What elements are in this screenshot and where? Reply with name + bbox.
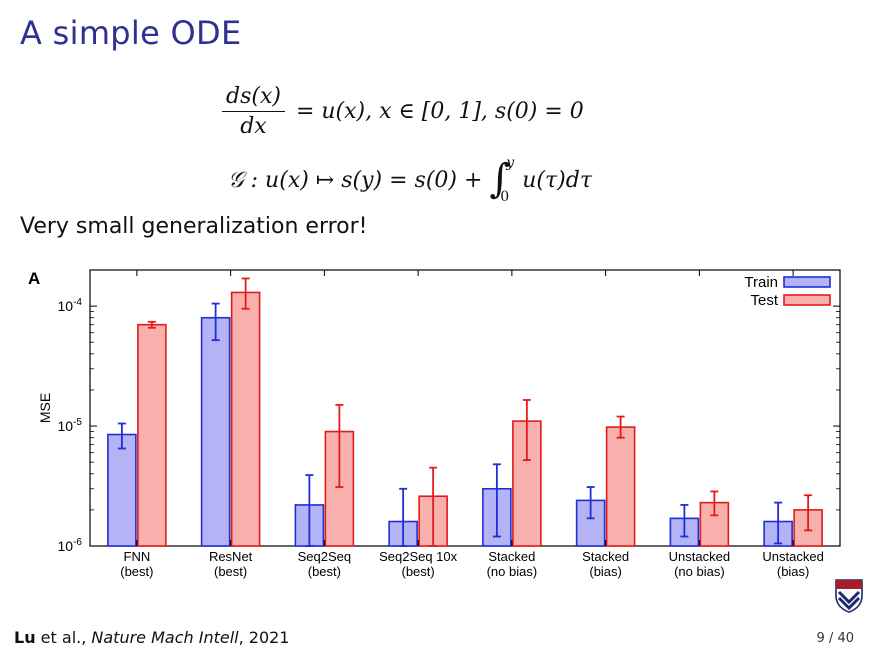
citation-year: , 2021 [238, 628, 290, 647]
page-number: 9 / 40 [816, 631, 854, 646]
equation-ode: ds(x) dx = u(x), x ∈ [0, 1], s(0) = 0 [222, 84, 584, 139]
plot-frame [89, 269, 841, 547]
legend-swatch-test [783, 294, 831, 306]
x-tick-sublabel: (bias) [589, 564, 622, 579]
bar-train [107, 433, 137, 547]
bar-test [230, 291, 261, 547]
x-tick-sublabel: (best) [120, 564, 153, 579]
x-tick-sublabel: (no bias) [487, 564, 538, 579]
x-tick-sublabel: (no bias) [674, 564, 725, 579]
y-axis-label: MSE [37, 393, 53, 423]
legend-label-test: Test [750, 292, 778, 309]
derivative-fraction: ds(x) dx [222, 84, 285, 139]
panel-label: A [28, 269, 40, 288]
equation-operator: 𝒢 : u(x) ↦ s(y) = s(0) + ∫ y 0 u(τ)dτ [228, 155, 593, 205]
x-tick-label: Stacked [488, 549, 535, 564]
fraction-numerator: ds(x) [222, 84, 285, 112]
citation-author: Lu [14, 628, 36, 647]
integral-lower: 0 [500, 189, 510, 205]
x-tick-label: Unstacked [762, 549, 823, 564]
x-tick-label: Seq2Seq 10x [379, 549, 458, 564]
x-tick-label: FNN [124, 549, 151, 564]
x-tick-label: Seq2Seq [298, 549, 352, 564]
bar-test [605, 426, 636, 547]
fraction-denominator: dx [240, 114, 267, 139]
operator-lhs: 𝒢 : u(x) ↦ s(y) = s(0) + [228, 168, 490, 193]
citation: Lu et al., Nature Mach Intell, 2021 [14, 628, 289, 647]
x-tick-label: ResNet [209, 549, 253, 564]
bar-test [137, 323, 167, 547]
slide-subtitle: Very small generalization error! [20, 214, 368, 239]
y-tick-label: 10-6 [58, 537, 83, 554]
legend-swatch-train [783, 276, 831, 288]
chart-container: 10-6 10-5 10-4 MSE A FNN (best) ResNet (best) Seq… [20, 262, 845, 592]
x-tick-label: Stacked [582, 549, 629, 564]
integral-upper: y [506, 155, 515, 171]
citation-journal: Nature Mach Intell [91, 628, 239, 647]
x-tick-sublabel: (best) [402, 564, 435, 579]
x-tick-sublabel: (best) [214, 564, 247, 579]
x-tick-sublabel: (bias) [777, 564, 810, 579]
equation-rhs: = u(x), x ∈ [0, 1], s(0) = 0 [295, 98, 584, 124]
bar-train [200, 316, 231, 547]
integrand: u(τ)dτ [522, 168, 593, 193]
y-tick-label: 10-5 [58, 417, 83, 434]
slide-title: A simple ODE [20, 14, 242, 52]
y-tick-label: 10-4 [58, 297, 83, 314]
university-shield-icon [835, 579, 863, 613]
bar-chart: 10-610-510-4MSEAFNN(best)ResNet(best)Seq… [28, 269, 841, 579]
x-tick-sublabel: (best) [308, 564, 341, 579]
citation-etal: et al., [35, 628, 92, 647]
integral-sign: ∫ [489, 156, 511, 202]
x-tick-label: Unstacked [669, 549, 730, 564]
legend-label-train: Train [744, 274, 778, 291]
